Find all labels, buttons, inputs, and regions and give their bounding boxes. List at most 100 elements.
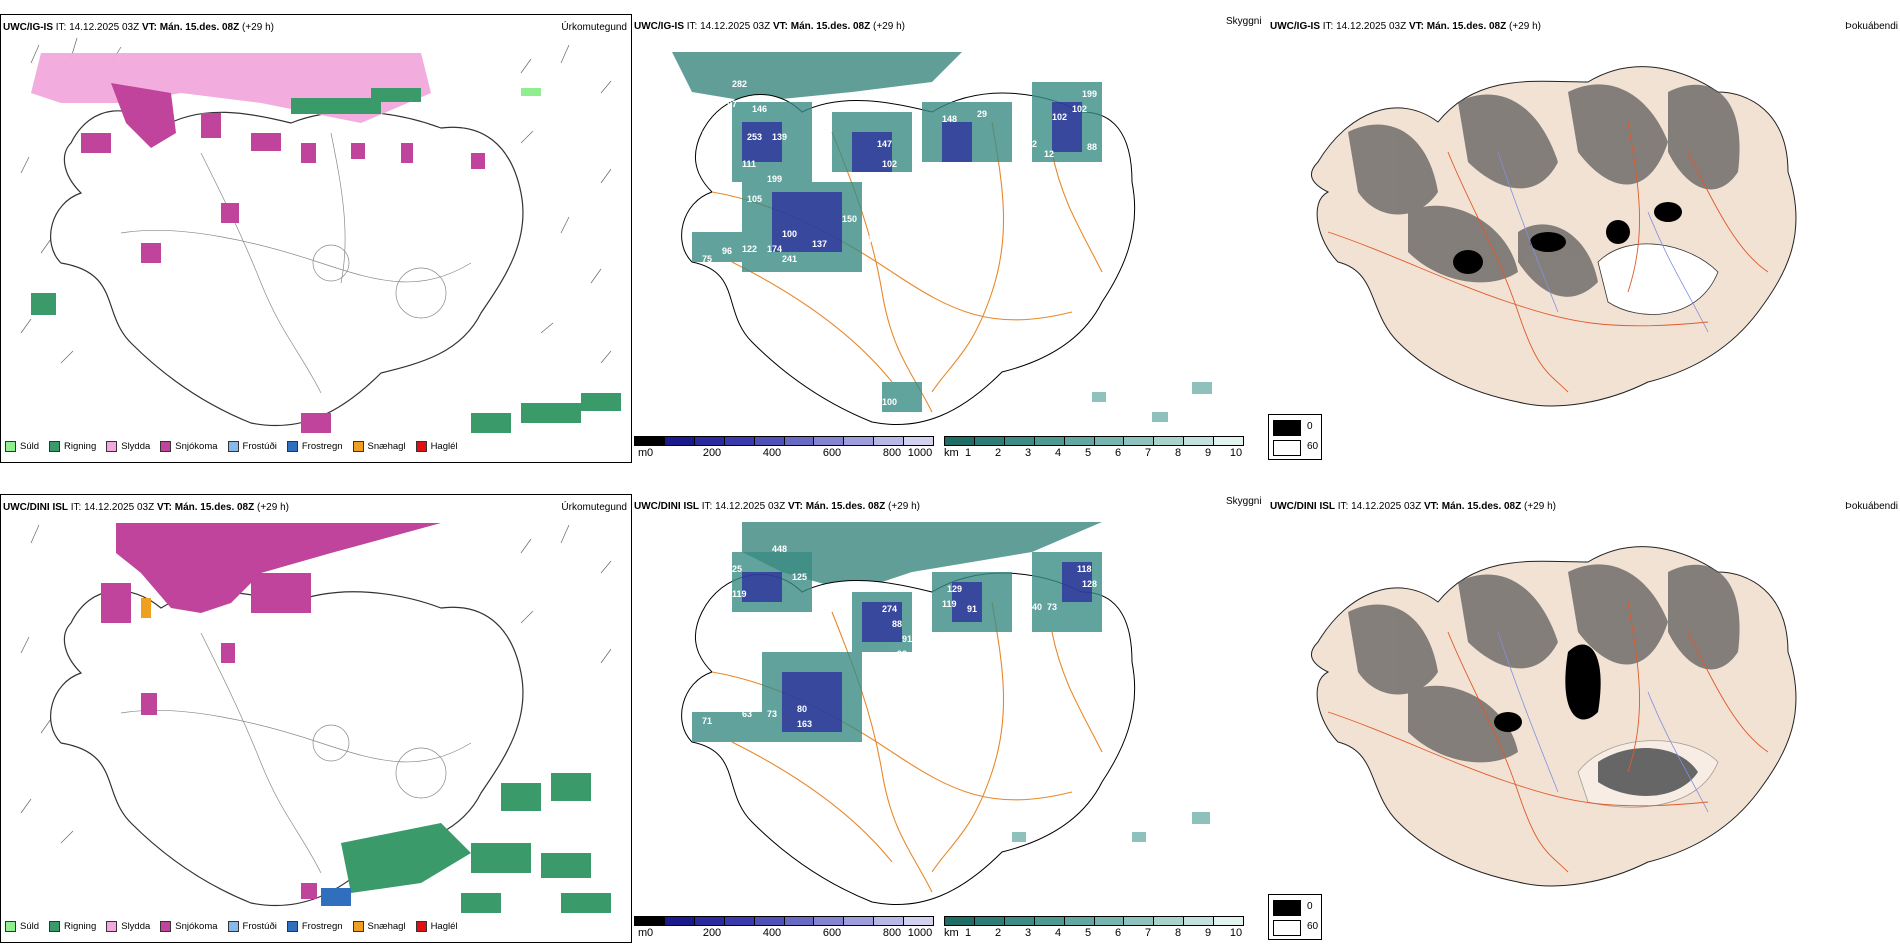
ceiling-label: 96 [722,246,732,256]
ceiling-label: 121 [777,644,792,654]
ceiling-label: 255 [797,632,812,642]
panel-title: Þokuábendi [1845,501,1898,512]
panel-title: Úrkomutegund [561,502,627,513]
tick-label: 8 [1174,447,1182,459]
fog-panel-row1: UWC/IG-IS IT: 14.12.2025 03Z VT: Mán. 15… [1268,14,1900,414]
ceiling-label: 128 [1082,579,1097,589]
unit-label: m [638,447,648,459]
legend-item: Haglél [415,921,458,932]
legend-item: Rigning [49,441,96,452]
ceiling-visibility-map: 448 125 125 119 157 19 255 121 274 88 91… [681,522,1210,906]
ceiling-label: 88 [892,619,902,629]
fog-map [1310,66,1797,407]
ceiling-label: 73 [767,709,777,719]
panel-title: Úrkomutegund [561,22,627,33]
ceiling-label: 282 [732,79,747,89]
ceiling-label: 139 [772,132,787,142]
ceiling-label: 97 [727,99,737,109]
panel-header: UWC/DINI ISL IT: 14.12.2025 03Z VT: Mán.… [1270,501,1556,512]
ceiling-label: 111 [742,159,756,169]
ceiling-label: 140 [1027,602,1042,612]
ceiling-label: 135 [827,304,842,314]
tick-label: 3 [1024,927,1032,939]
legend-item: Frostregn [286,921,343,932]
ceiling-label: 146 [1012,579,1027,589]
legend-item: Snæhagl [352,921,406,932]
tick-label: 600 [822,927,842,939]
tick-label: 8 [1174,927,1182,939]
iceland-outline [50,110,524,427]
ceiling-label: 137 [812,239,827,249]
ceiling-label: 448 [772,544,787,554]
tick-label: 4 [1054,447,1062,459]
tick-label: 400 [762,447,782,459]
tick-label: 800 [882,447,902,459]
tick-label: 1000 [907,447,933,459]
precip-legend: Súld Rigning Slydda Snjókoma Frostúði Fr… [5,921,458,932]
ceiling-label: 119 [942,599,957,609]
tick-label: 1 [964,447,972,459]
ceiling-label: 93 [897,649,907,659]
panel-title: Skyggni [1226,16,1262,27]
legend-item: Snjókoma [160,921,218,932]
tick-label: 200 [702,447,722,459]
panel-header: UWC/IG-IS IT: 14.12.2025 03Z VT: Mán. 15… [1270,21,1541,32]
legend-item: Rigning [49,921,96,932]
ceiling-label: 102 [1022,139,1037,149]
tick-label: 6 [1114,447,1122,459]
ceiling-visibility-panel-row2: UWC/DINI ISL IT: 14.12.2025 03Z VT: Mán.… [632,494,1262,944]
ceiling-label: 73 [1047,602,1057,612]
visibility-colorbar: km 1 2 3 4 5 6 7 8 9 10 [944,436,1244,459]
ceiling-label: 241 [782,254,797,264]
ceiling-label: 253 [747,132,762,142]
tick-label: 800 [882,927,902,939]
ceiling-label: 144 [862,234,877,244]
legend-item: Haglél [415,441,458,452]
legend-item: Súld [5,921,39,932]
unit-label: km [944,927,959,939]
ceiling-label: 163 [797,719,812,729]
ceiling-label: 129 [947,584,962,594]
panel-header: UWC/IG-IS IT: 14.12.2025 03Z VT: Mán. 15… [3,22,274,33]
ceiling-label: 100 [782,229,797,239]
legend-item: Snæhagl [352,441,406,452]
tick-label: 1000 [907,927,933,939]
fog-legend-row1: 0 60 [1268,414,1322,460]
ceiling-label: 108 [822,174,837,184]
ceiling-visibility-map: 282 97 146 89 253 139 111 199 105 110 10… [672,52,1212,426]
tick-label: 1 [964,927,972,939]
precip-map [20,37,621,433]
ceiling-label: 89 [702,129,712,139]
ceiling-label: 63 [742,709,752,719]
precip-type-panel-row2: UWC/DINI ISL IT: 14.12.2025 03Z VT: Mán.… [0,494,632,943]
ceiling-label: 199 [1082,89,1097,99]
fog-legend-row2: 0 60 [1268,894,1322,940]
panel-title: Skyggni [1226,496,1262,507]
fog-panel-row2: UWC/DINI ISL IT: 14.12.2025 03Z VT: Mán.… [1268,494,1900,894]
legend-item: Frostúði [227,441,277,452]
ceiling-labels: 448 125 125 119 157 19 255 121 274 88 91… [702,544,1097,887]
tick-label: 6 [1114,927,1122,939]
ceiling-label: 174 [767,244,782,254]
unit-label: km [944,447,959,459]
ceiling-label: 118 [1077,564,1092,574]
ceiling-label: 12 [1044,149,1054,159]
tick-label: 9 [1204,927,1212,939]
ceiling-label: 91 [902,634,912,644]
tick-label: 2 [994,447,1002,459]
tick-label: 7 [1144,927,1152,939]
ceiling-label: 100 [882,397,897,407]
tick-label: 2 [994,927,1002,939]
ceiling-label: 122 [742,244,757,254]
panel-header: UWC/DINI ISL IT: 14.12.2025 03Z VT: Mán.… [3,502,289,513]
tick-label: 5 [1084,927,1092,939]
tick-label: 0 [646,927,654,939]
tick-label: 3 [1024,447,1032,459]
precip-legend: Súld Rigning Slydda Snjókoma Frostúði Fr… [5,441,458,452]
ceiling-label: 124 [882,877,897,887]
ceiling-label: 199 [767,174,782,184]
legend-item: Slydda [106,921,150,932]
legend-item: Snjókoma [160,441,218,452]
fog-map [1310,546,1797,887]
ceiling-label: 105 [747,194,762,204]
